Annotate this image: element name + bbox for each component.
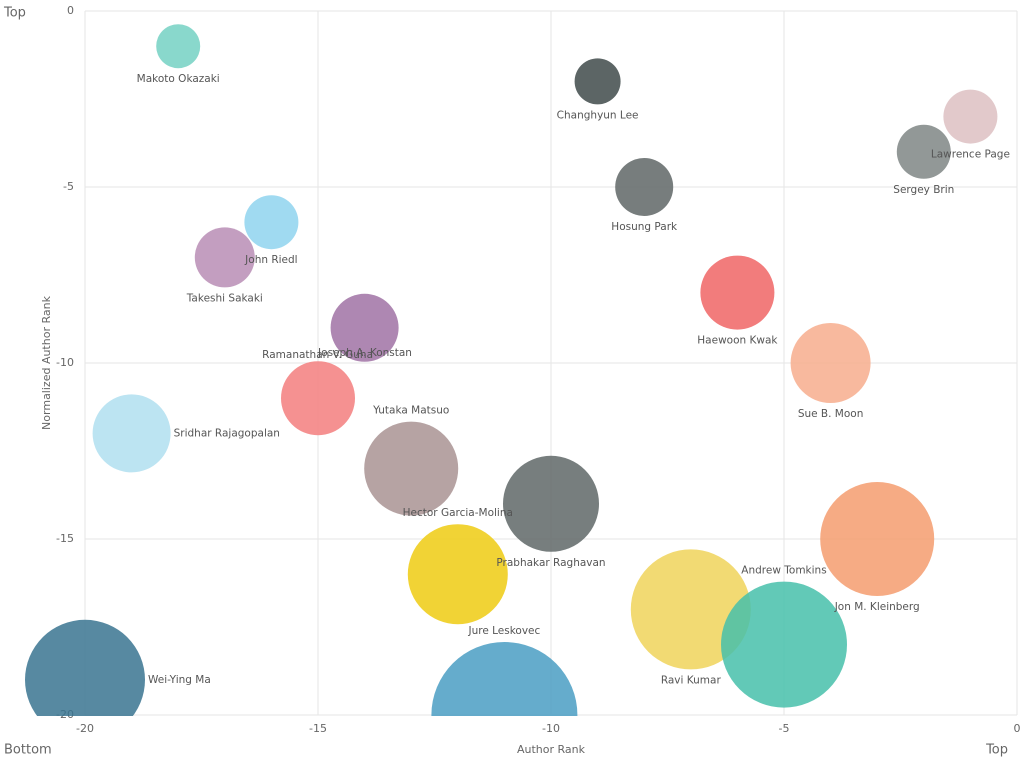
- x-tick-label: -5: [779, 722, 790, 735]
- y-tick-label: 0: [67, 4, 74, 17]
- point-label: Yutaka Matsuo: [372, 405, 449, 417]
- labels: Makoto Okazaki Changhyun Lee Lawrence Page…: [137, 73, 1010, 686]
- bubble: [721, 581, 847, 708]
- bubble: [92, 394, 171, 473]
- bubble: [615, 158, 674, 216]
- point-label: Lawrence Page: [931, 149, 1010, 161]
- bubble: [364, 421, 459, 516]
- point-label: Ravi Kumar: [661, 674, 722, 686]
- y-tick-label: -5: [63, 180, 74, 193]
- x-axis-title: Author Rank: [517, 743, 586, 756]
- bubbles: [25, 24, 998, 716]
- y-tick-label: -15: [56, 532, 74, 545]
- x-tick-label: -20: [76, 722, 94, 735]
- bubble: [630, 549, 751, 670]
- bubble: [820, 482, 935, 596]
- point-label: Jure Leskovec: [467, 625, 540, 637]
- bubble: [431, 642, 578, 716]
- bubble: [896, 124, 951, 179]
- bubble: [943, 89, 998, 144]
- point-label: Sridhar Rajagopalan: [174, 427, 280, 439]
- point-label: Jon M. Kleinberg: [834, 601, 920, 613]
- point-label: Wei-Ying Ma: [148, 674, 211, 686]
- point-label: Hosung Park: [611, 221, 678, 233]
- bubble: [25, 619, 145, 716]
- corner-label: Bottom: [4, 743, 52, 758]
- point-label: Andrew Tomkins: [741, 565, 826, 577]
- bubble: [407, 524, 508, 625]
- bubble: [244, 195, 299, 250]
- corner-label: Top: [985, 743, 1008, 758]
- point-label: Changhyun Lee: [557, 109, 639, 121]
- point-label: Sergey Brin: [893, 184, 954, 196]
- y-tick-label: -10: [56, 356, 74, 369]
- bubble: [194, 227, 255, 288]
- bubble: [574, 58, 621, 105]
- x-tick-label: -10: [542, 722, 560, 735]
- point-label: Hector Garcia-Molina: [403, 507, 513, 519]
- bubble: [330, 293, 399, 362]
- y-axis-title: Normalized Author Rank: [40, 295, 53, 430]
- bubble: [281, 361, 355, 436]
- bubble: [503, 455, 599, 552]
- x-tick-label: 0: [1014, 722, 1021, 735]
- bubble: [156, 24, 201, 69]
- bubble: [700, 255, 775, 330]
- point-label: John Riedl: [244, 254, 297, 266]
- point-label: Ramanathan V. Guha: [262, 349, 373, 361]
- point-label: Sue B. Moon: [798, 408, 864, 420]
- x-tick-label: -15: [309, 722, 327, 735]
- point-label: Makoto Okazaki: [137, 73, 220, 85]
- point-label: Takeshi Sakaki: [186, 292, 263, 304]
- point-label: Haewoon Kwak: [697, 335, 778, 347]
- corner-label: Top: [3, 6, 26, 21]
- bubble: [790, 323, 871, 403]
- point-label: Prabhakar Raghavan: [496, 557, 605, 569]
- point-label: Joseph A. Konstan: [317, 347, 412, 359]
